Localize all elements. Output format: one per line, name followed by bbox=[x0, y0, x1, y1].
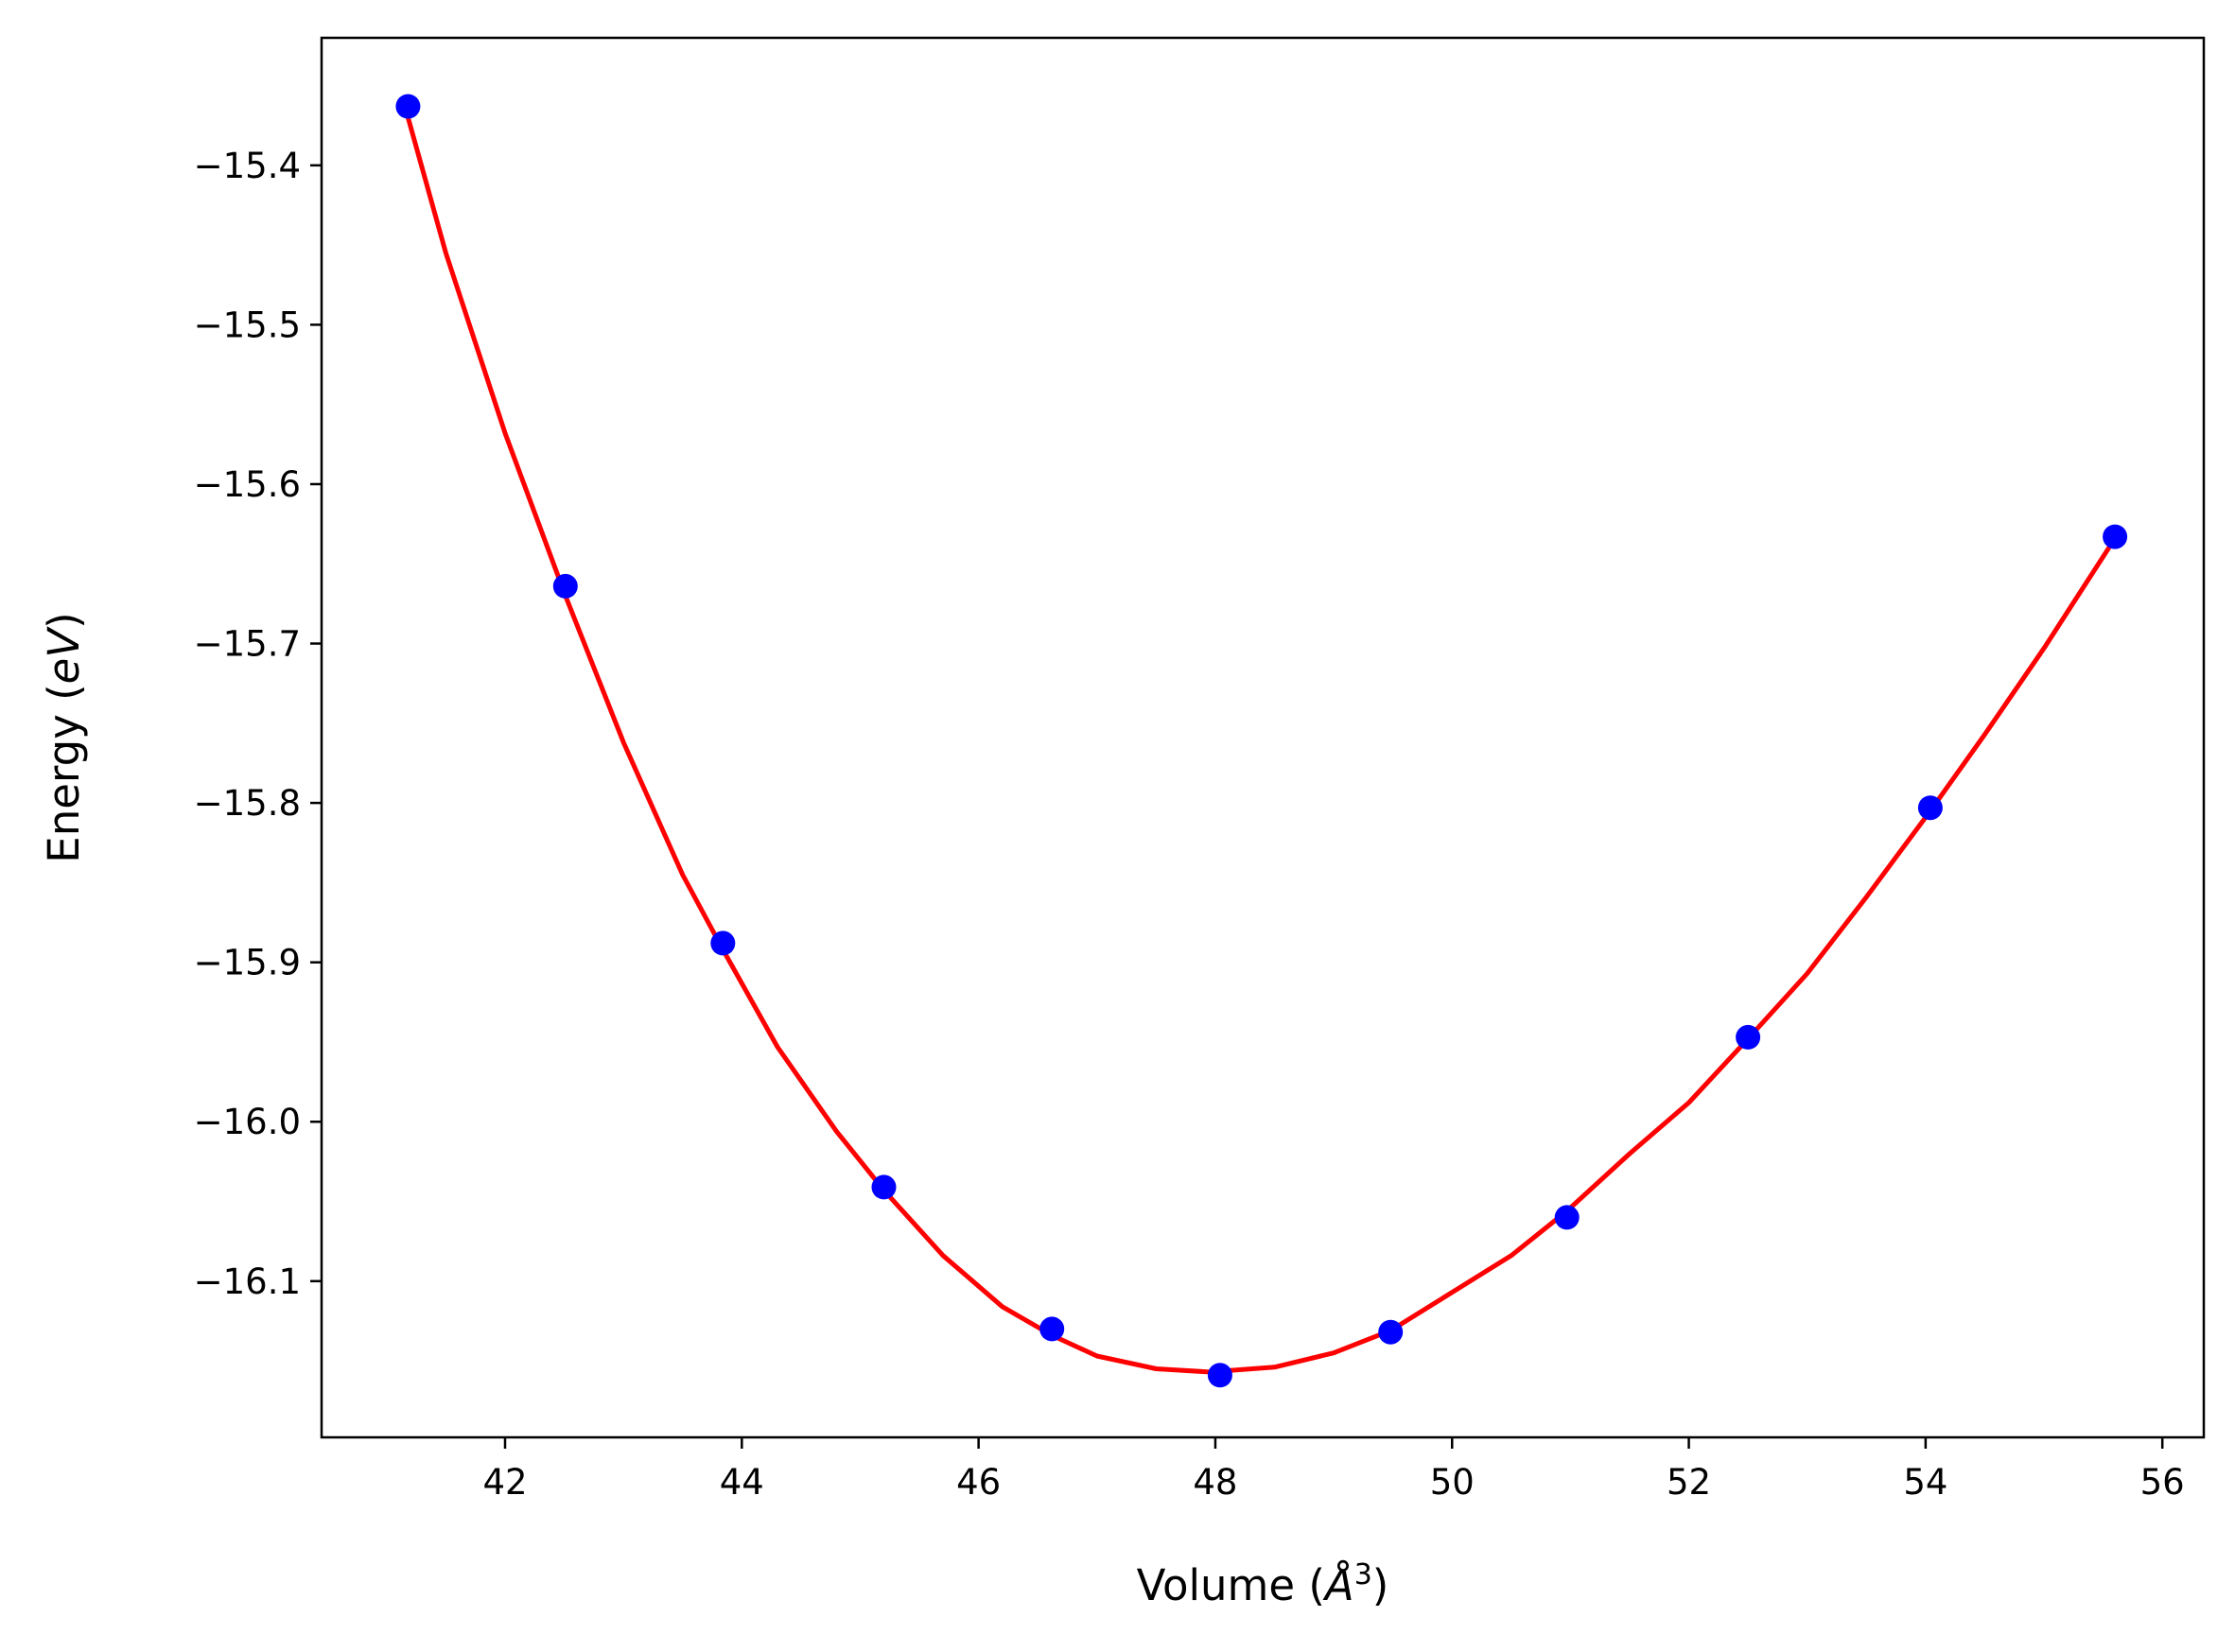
data-point bbox=[1039, 1316, 1065, 1342]
data-point bbox=[552, 573, 578, 599]
data-point bbox=[871, 1174, 897, 1200]
y-tick-label: −16.1 bbox=[194, 1261, 301, 1302]
x-tick-label: 46 bbox=[956, 1462, 1001, 1503]
data-point bbox=[1378, 1319, 1404, 1345]
y-tick-label: −15.4 bbox=[194, 146, 301, 186]
x-tick-label: 44 bbox=[720, 1462, 764, 1503]
y-axis-ticks: −15.4 −15.5 −15.6 −15.7 −15.8 −15.9 −16.0 −16.1 bbox=[194, 146, 322, 1302]
x-axis-ticks: 42 44 46 48 50 52 54 56 bbox=[482, 1437, 2185, 1503]
x-tick-label: 54 bbox=[1903, 1462, 1947, 1503]
x-tick-label: 48 bbox=[1193, 1462, 1237, 1503]
x-tick-label: 56 bbox=[2140, 1462, 2185, 1503]
data-point bbox=[2103, 524, 2128, 549]
x-tick-label: 42 bbox=[482, 1462, 527, 1503]
y-tick-label: −15.9 bbox=[194, 943, 301, 983]
x-axis-label: Volume (Å3) bbox=[1137, 1558, 1389, 1610]
data-point bbox=[1207, 1363, 1232, 1388]
data-point bbox=[395, 94, 421, 119]
data-point bbox=[1554, 1205, 1580, 1230]
data-point bbox=[710, 930, 736, 956]
y-tick-label: −15.7 bbox=[194, 624, 301, 665]
y-tick-label: −16.0 bbox=[194, 1102, 301, 1142]
x-tick-label: 52 bbox=[1667, 1462, 1711, 1503]
plot-frame bbox=[320, 36, 2206, 1439]
data-point bbox=[1736, 1024, 1761, 1050]
data-point bbox=[1917, 795, 1943, 821]
y-axis-label: Energy (eV) bbox=[39, 612, 89, 862]
x-tick-label: 50 bbox=[1430, 1462, 1475, 1503]
y-tick-label: −15.6 bbox=[194, 464, 301, 505]
y-tick-label: −15.8 bbox=[194, 783, 301, 824]
plot-content bbox=[395, 94, 2128, 1388]
y-tick-label: −15.5 bbox=[194, 304, 301, 345]
